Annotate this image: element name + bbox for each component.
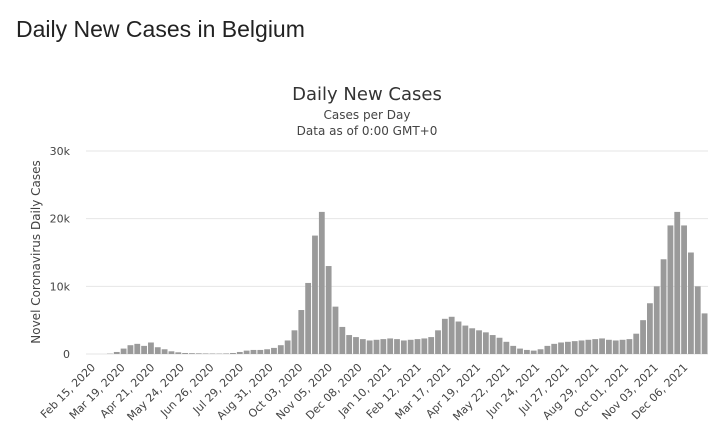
y-tick-label: 20k — [50, 213, 71, 226]
bar — [469, 328, 476, 354]
bar — [277, 345, 284, 354]
bar — [189, 353, 195, 354]
bar — [407, 339, 414, 354]
bar — [202, 353, 209, 354]
bar — [517, 348, 523, 354]
bar — [373, 339, 380, 354]
bar — [592, 339, 599, 354]
bar — [298, 310, 305, 354]
bar — [113, 351, 120, 354]
bar — [653, 286, 660, 354]
bar — [462, 325, 469, 354]
bar — [236, 351, 243, 354]
bar — [544, 345, 551, 354]
grid-lines — [86, 150, 708, 355]
bar — [346, 335, 353, 354]
bar — [380, 339, 387, 354]
bar — [168, 351, 175, 354]
bar — [127, 345, 134, 354]
bar — [394, 339, 400, 354]
bar — [154, 347, 161, 354]
bars — [107, 211, 708, 354]
bar — [318, 211, 325, 354]
bar — [612, 340, 619, 354]
bar — [195, 353, 202, 354]
bar — [223, 353, 230, 354]
chart-title: Daily New Cases — [292, 84, 442, 105]
bar — [359, 339, 366, 354]
bar — [503, 341, 510, 354]
bar — [476, 330, 482, 354]
bar — [585, 339, 592, 354]
bar — [332, 306, 339, 354]
bar — [291, 330, 298, 354]
bar — [120, 348, 127, 354]
y-tick-label: 10k — [50, 280, 71, 293]
bar — [694, 286, 701, 354]
bar — [134, 343, 141, 354]
bar — [455, 321, 462, 354]
bar — [264, 349, 271, 354]
bar — [578, 340, 585, 354]
bar — [688, 252, 694, 354]
bar — [230, 352, 236, 354]
bar — [366, 340, 373, 354]
bar — [161, 349, 168, 354]
bar — [441, 318, 448, 354]
bar — [558, 342, 564, 354]
chart-subtitle-line-1: Cases per Day — [324, 108, 411, 122]
bar — [510, 345, 517, 354]
bar — [243, 350, 250, 354]
bar — [523, 349, 530, 354]
bar — [640, 320, 646, 354]
bar — [414, 339, 421, 354]
bar — [175, 352, 182, 354]
bar — [633, 333, 640, 354]
bar — [571, 341, 578, 354]
bar — [674, 211, 681, 354]
bar — [305, 282, 312, 354]
bar — [141, 345, 148, 354]
y-tick-label: 0 — [63, 348, 70, 361]
bar — [564, 341, 571, 354]
bar — [681, 225, 687, 354]
bar — [182, 352, 189, 354]
bar — [148, 342, 154, 354]
bar — [428, 337, 435, 354]
bar — [325, 266, 332, 354]
bar — [284, 340, 291, 354]
bar — [387, 338, 394, 354]
bar — [257, 349, 264, 354]
page-title: Daily New Cases in Belgium — [16, 16, 305, 42]
bar — [421, 338, 428, 354]
bar — [646, 303, 653, 354]
bar — [250, 349, 257, 354]
bar — [448, 316, 455, 354]
bar — [496, 337, 503, 354]
bar — [489, 335, 496, 354]
chart-subtitle-line-2: Data as of 0:00 GMT+0 — [297, 124, 438, 138]
bar — [599, 338, 605, 354]
bar — [701, 313, 708, 354]
bar — [626, 339, 633, 354]
bar — [605, 339, 612, 354]
bar — [271, 347, 277, 354]
bar — [400, 340, 407, 354]
bar — [482, 332, 489, 354]
bar — [353, 337, 359, 354]
bar — [619, 339, 626, 354]
bar — [667, 225, 674, 354]
bar — [530, 350, 537, 354]
bar — [660, 259, 667, 354]
bar — [312, 235, 318, 354]
bar — [339, 326, 346, 354]
bar — [551, 343, 558, 354]
y-axis-label: Novel Coronavirus Daily Cases — [29, 160, 43, 343]
y-tick-label: 30k — [50, 145, 71, 158]
bar — [537, 349, 544, 354]
bar — [435, 330, 441, 354]
y-tick-labels: 0 10k 20k 30k — [50, 145, 71, 361]
